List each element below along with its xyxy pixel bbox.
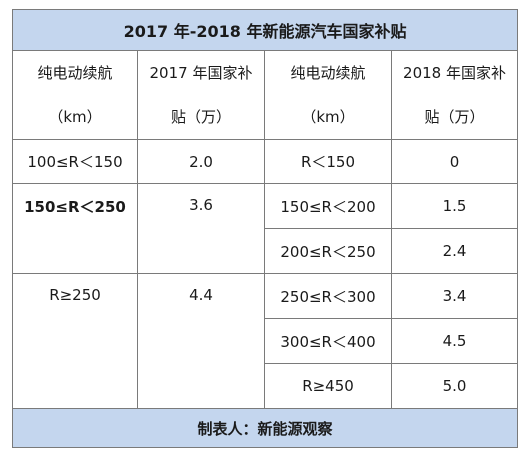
range-2018-cell: R≥450 (264, 363, 392, 409)
table-row: 150≤R＜250 3.6 150≤R＜200 1.5 (12, 183, 519, 274)
subsidy-2018-cell: 1.5 (390, 183, 519, 229)
header-range-2018-line1: 纯电动续航 (290, 64, 366, 82)
range-2018-cell: 250≤R＜300 (264, 273, 392, 319)
header-range-2017-line1: 纯电动续航 (37, 64, 113, 82)
header-subsidy-2018: 2018 年国家补 贴（万） (390, 50, 519, 140)
header-range-2018: 纯电动续航 （km） (264, 50, 392, 140)
header-subsidy-2017: 2017 年国家补 贴（万） (137, 50, 265, 140)
subsidy-2018-cell: 2.4 (390, 228, 519, 274)
table-row: 200≤R＜250 2.4 (13, 228, 519, 274)
subsidy-2018-cell: 0 (390, 139, 519, 184)
subsidy-2017-cell: 3.6 (137, 183, 265, 274)
header-row: 纯电动续航 （km） 2017 年国家补 贴（万） 纯电动续航 （km） 201… (12, 50, 519, 140)
table-footer: 制表人：新能源观察 (11, 408, 519, 448)
header-range-2017: 纯电动续航 （km） (12, 50, 138, 140)
footer-row: 制表人：新能源观察 (11, 408, 519, 448)
header-range-2018-line2: （km） (301, 108, 355, 126)
subsidy-2017-cell: 2.0 (137, 139, 265, 184)
table-row: R≥250 4.4 250≤R＜300 3.4 (12, 273, 519, 409)
header-subsidy-2017-line2: 贴（万） (170, 108, 231, 126)
header-range-2017-line2: （km） (48, 108, 102, 126)
header-subsidy-2017-line1: 2017 年国家补 (149, 64, 253, 82)
range-2017-cell: 150≤R＜250 (12, 183, 138, 274)
title-row: 2017 年-2018 年新能源汽车国家补贴 (11, 9, 519, 51)
range-2018-cell: 300≤R＜400 (264, 318, 392, 364)
subsidy-2018-cell: 4.5 (390, 318, 519, 364)
subsidy-table: 2017 年-2018 年新能源汽车国家补贴 纯电动续航 （km） 2017 年… (11, 9, 519, 448)
range-2017-cell: R≥250 (12, 273, 138, 409)
table-row: R≥450 5.0 (13, 363, 519, 409)
subsidy-2018-cell: 3.4 (390, 273, 519, 319)
range-2018-cell: 200≤R＜250 (264, 228, 392, 274)
table-title: 2017 年-2018 年新能源汽车国家补贴 (11, 9, 519, 51)
range-2018-cell: 150≤R＜200 (264, 183, 392, 229)
range-2017-cell: 100≤R＜150 (12, 139, 138, 184)
header-subsidy-2018-line2: 贴（万） (424, 108, 485, 126)
subsidy-2017-cell: 4.4 (137, 273, 265, 409)
subsidy-2018-cell: 5.0 (390, 363, 519, 409)
range-2018-cell: R＜150 (264, 139, 392, 184)
header-subsidy-2018-line1: 2018 年国家补 (403, 64, 506, 82)
table-row: 300≤R＜400 4.5 (13, 318, 519, 364)
table-row: 100≤R＜150 2.0 R＜150 0 (12, 139, 519, 184)
